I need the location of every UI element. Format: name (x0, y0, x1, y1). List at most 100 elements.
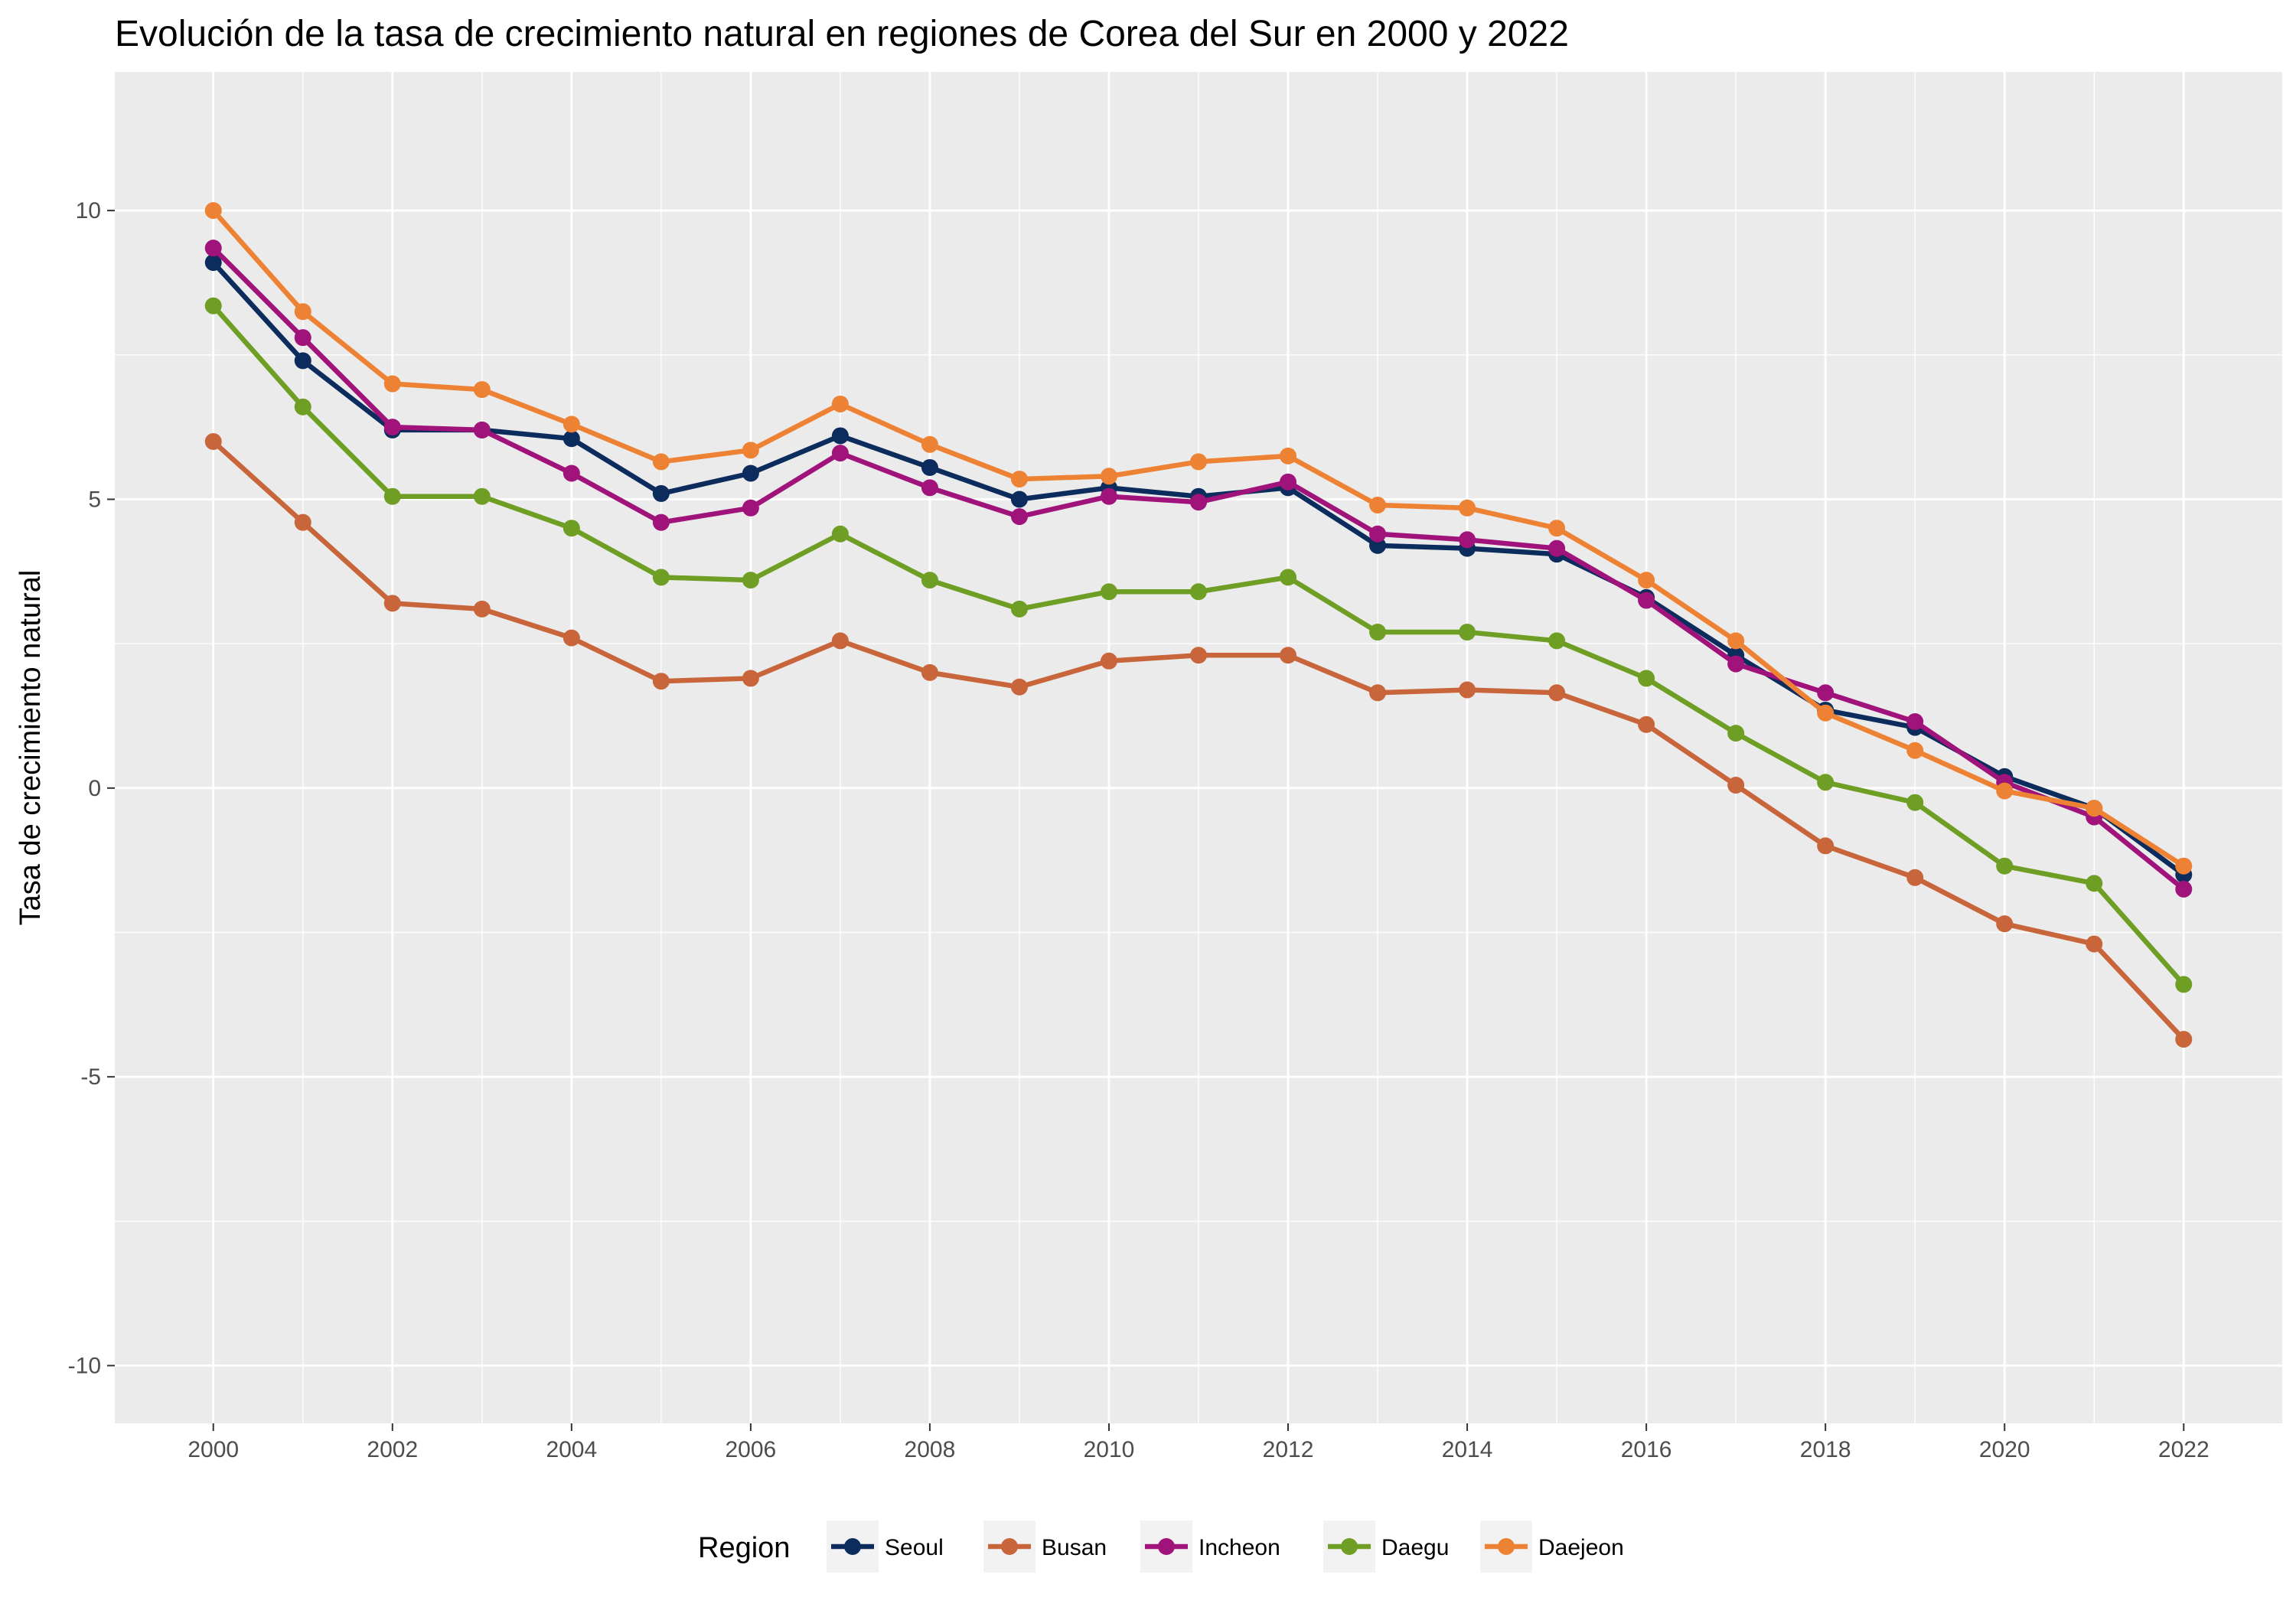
legend-item-seoul: Seoul (827, 1521, 944, 1573)
data-point-daegu (1010, 600, 1028, 618)
legend-label: Daejeon (1538, 1535, 1624, 1560)
data-point-daejeon (473, 381, 491, 399)
data-point-daejeon (563, 416, 580, 433)
data-point-daejeon (383, 375, 401, 393)
data-point-daegu (921, 572, 938, 589)
data-point-daegu (1817, 774, 1835, 791)
data-point-incheon (204, 240, 222, 257)
y-tick-label: -5 (80, 1064, 101, 1090)
data-point-daegu (1459, 624, 1476, 641)
data-point-incheon (294, 329, 311, 347)
data-point-daegu (1100, 583, 1117, 601)
data-point-daejeon (1727, 632, 1745, 650)
x-tick-label: 2018 (1800, 1437, 1851, 1462)
legend-item-incheon: Incheon (1140, 1521, 1280, 1573)
data-point-busan (294, 513, 311, 531)
data-point-seoul (652, 484, 670, 502)
data-point-daegu (1727, 725, 1745, 742)
data-point-incheon (1369, 525, 1387, 543)
data-point-incheon (2175, 880, 2193, 898)
legend-label: Seoul (885, 1535, 944, 1560)
data-point-incheon (742, 499, 759, 517)
series-group (204, 202, 2193, 1048)
series-incheon (204, 240, 2193, 898)
data-point-daegu (1906, 794, 1924, 811)
series-busan (204, 433, 2193, 1048)
data-point-incheon (473, 421, 491, 438)
data-point-busan (742, 670, 759, 687)
data-point-daejeon (1817, 704, 1835, 722)
data-point-incheon (563, 464, 580, 482)
data-point-busan (1548, 684, 1566, 702)
data-point-daejeon (294, 303, 311, 321)
data-point-daejeon (1190, 453, 1207, 471)
x-tick-label: 2004 (546, 1437, 597, 1462)
legend-label: Daegu (1381, 1535, 1449, 1560)
x-tick-label: 2020 (1979, 1437, 2030, 1462)
data-point-incheon (1817, 684, 1835, 702)
axes: 2000 2002 2004 2006 2008 2010 2012 2014 2016 2018… (68, 198, 2210, 1462)
data-point-seoul (921, 458, 938, 476)
legend-key-point (1498, 1538, 1515, 1555)
data-point-incheon (1190, 494, 1207, 511)
data-point-busan (473, 600, 491, 618)
data-point-incheon (1906, 713, 1924, 731)
data-point-seoul (1010, 491, 1028, 508)
data-point-daegu (652, 569, 670, 586)
data-point-busan (204, 433, 222, 451)
data-point-daejeon (204, 202, 222, 220)
data-point-daejeon (1100, 468, 1117, 485)
data-point-busan (563, 629, 580, 647)
x-tick-label: 2006 (726, 1437, 777, 1462)
x-tick-label: 2002 (367, 1437, 418, 1462)
data-point-incheon (1459, 531, 1476, 549)
data-point-busan (2175, 1031, 2193, 1048)
legend-label: Busan (1042, 1535, 1107, 1560)
data-point-daejeon (652, 453, 670, 471)
data-point-daejeon (1459, 499, 1476, 517)
chart-title: Evolución de la tasa de crecimiento natu… (115, 14, 1569, 54)
data-point-daejeon (921, 435, 938, 453)
data-point-daejeon (2086, 800, 2103, 817)
data-point-daejeon (1996, 782, 2014, 800)
data-point-busan (383, 595, 401, 612)
data-point-incheon (831, 445, 849, 462)
data-point-busan (1190, 647, 1207, 664)
data-point-incheon (1638, 592, 1655, 609)
data-point-daejeon (2175, 857, 2193, 875)
data-point-daegu (1996, 857, 2014, 875)
data-point-daejeon (742, 442, 759, 459)
legend-key-point (1341, 1538, 1358, 1555)
data-point-incheon (1100, 487, 1117, 505)
data-point-daegu (831, 525, 849, 543)
data-point-busan (1010, 678, 1028, 696)
data-point-busan (1100, 652, 1117, 670)
data-point-busan (1638, 715, 1655, 733)
data-point-busan (1369, 684, 1387, 702)
legend-title: Region (698, 1532, 790, 1564)
data-point-seoul (831, 427, 849, 445)
data-point-busan (921, 663, 938, 681)
x-tick-label: 2022 (2158, 1437, 2210, 1462)
y-tick-label: 10 (76, 198, 101, 223)
x-tick-label: 2000 (188, 1437, 239, 1462)
data-point-daejeon (1010, 471, 1028, 488)
legend-key-point (1001, 1538, 1018, 1555)
data-point-incheon (1548, 539, 1566, 557)
y-axis-title: Tasa de crecimiento natural (15, 570, 47, 926)
data-point-incheon (1010, 508, 1028, 526)
data-point-daegu (294, 398, 311, 416)
data-point-busan (1459, 681, 1476, 699)
data-point-daejeon (1548, 520, 1566, 537)
data-point-daejeon (1280, 447, 1297, 464)
data-point-seoul (294, 352, 311, 370)
data-point-daegu (473, 487, 491, 505)
x-tick-label: 2016 (1621, 1437, 1672, 1462)
series-daegu (204, 297, 2193, 993)
data-point-daegu (1190, 583, 1207, 601)
y-tick-label: 0 (88, 776, 101, 801)
legend: Region Seoul Busan Incheon Daegu Daejeon (698, 1521, 1624, 1573)
data-point-daegu (742, 572, 759, 589)
data-point-daegu (1369, 624, 1387, 641)
